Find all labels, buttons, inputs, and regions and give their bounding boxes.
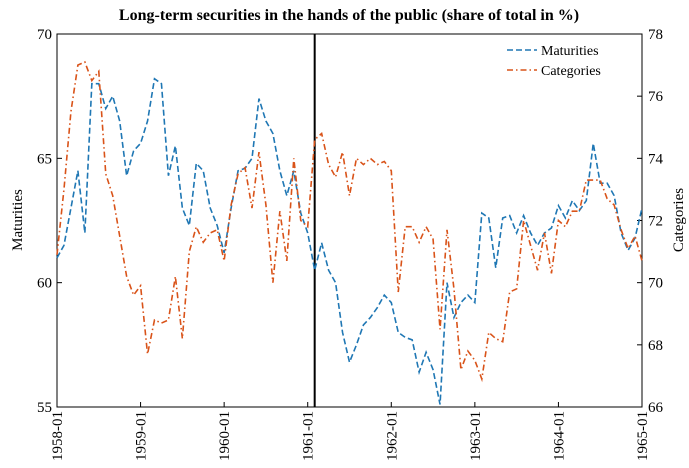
y2-tick-label: 72: [648, 214, 663, 230]
x-tick-label: 1963-01: [468, 411, 484, 461]
y-tick-label: 55: [37, 400, 52, 416]
y2-tick-label: 76: [648, 89, 664, 105]
x-tick-label: 1961-01: [301, 411, 317, 461]
legend-label: Categories: [541, 64, 601, 79]
chart-title: Long-term securities in the hands of the…: [119, 7, 579, 24]
y-tick-label: 70: [37, 27, 52, 43]
y2-tick-label: 70: [648, 276, 663, 292]
y2-axis-label: Categories: [671, 188, 687, 252]
x-tick-label: 1962-01: [384, 411, 400, 461]
y2-tick-label: 78: [648, 27, 663, 43]
x-tick-label: 1958-01: [50, 411, 66, 461]
x-tick-label: 1959-01: [134, 411, 150, 461]
x-tick-label: 1960-01: [217, 411, 233, 461]
y2-tick-label: 74: [648, 151, 664, 167]
y2-tick-label: 68: [648, 338, 663, 354]
x-tick-label: 1965-01: [635, 411, 651, 461]
legend-label: Maturities: [541, 44, 599, 59]
y-tick-label: 65: [37, 151, 52, 167]
y-axis-label: Maturities: [10, 189, 26, 251]
data-line: [56, 77, 643, 405]
y2-tick-label: 66: [648, 400, 664, 416]
y-tick-label: 60: [37, 276, 52, 292]
data-line: [56, 60, 643, 383]
x-tick-label: 1964-01: [551, 411, 567, 461]
